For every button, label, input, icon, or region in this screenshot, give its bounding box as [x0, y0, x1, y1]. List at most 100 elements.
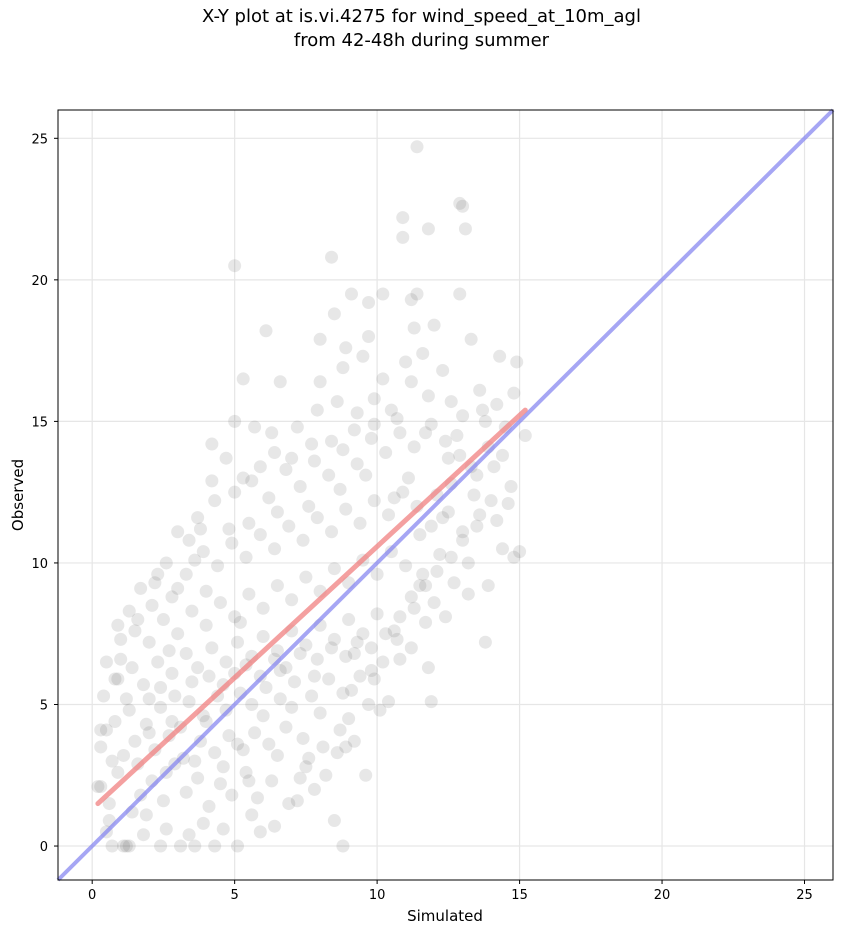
regression-line	[95, 407, 528, 807]
data-point	[99, 723, 113, 737]
data-point	[122, 703, 136, 717]
data-point	[458, 222, 472, 236]
data-point	[256, 630, 270, 644]
y-tick-label: 15	[31, 415, 48, 430]
data-point	[433, 547, 447, 561]
data-point	[387, 624, 401, 638]
data-point	[379, 446, 393, 460]
data-point	[273, 692, 287, 706]
data-point	[490, 513, 504, 527]
data-point	[122, 839, 136, 853]
data-point	[353, 516, 367, 530]
data-point	[424, 417, 438, 431]
data-point	[285, 700, 299, 714]
x-tick-label: 10	[369, 888, 386, 903]
data-point	[481, 579, 495, 593]
data-point	[228, 414, 242, 428]
data-point	[447, 576, 461, 590]
data-point	[285, 593, 299, 607]
identity-line	[56, 108, 835, 882]
data-point	[268, 446, 282, 460]
data-point	[242, 587, 256, 601]
chart-title-line-1: X-Y plot at is.vi.4275 for wind_speed_at…	[202, 6, 641, 27]
data-point	[202, 799, 216, 813]
data-points	[91, 140, 532, 853]
data-point	[327, 562, 341, 576]
data-point	[165, 666, 179, 680]
data-point	[216, 760, 230, 774]
x-axis-ticks: 0 5 10 15 20 25	[88, 880, 813, 903]
data-point	[111, 618, 125, 632]
data-point	[134, 581, 148, 595]
data-point	[441, 505, 455, 519]
data-point	[108, 672, 122, 686]
data-point	[393, 610, 407, 624]
data-point	[119, 839, 133, 853]
data-point	[396, 485, 410, 499]
grid-lines	[58, 110, 833, 880]
data-point	[436, 511, 450, 525]
data-point	[313, 375, 327, 389]
data-point	[233, 615, 247, 629]
x-tick-label: 0	[88, 888, 96, 903]
data-point	[202, 669, 216, 683]
x-axis-label: Simulated	[407, 907, 483, 925]
data-point	[333, 723, 347, 737]
data-point	[430, 564, 444, 578]
data-point	[413, 528, 427, 542]
data-point	[128, 624, 142, 638]
data-point	[228, 485, 242, 499]
data-point	[154, 839, 168, 853]
data-point	[231, 635, 245, 649]
data-point	[476, 403, 490, 417]
data-point	[325, 434, 339, 448]
data-point	[188, 553, 202, 567]
data-point	[250, 791, 264, 805]
data-point	[364, 431, 378, 445]
data-point	[122, 604, 136, 618]
data-point	[193, 522, 207, 536]
data-point	[404, 641, 418, 655]
data-point	[171, 525, 185, 539]
data-point	[162, 644, 176, 658]
data-point	[419, 579, 433, 593]
data-point	[259, 681, 273, 694]
data-point	[196, 816, 210, 830]
data-point	[313, 706, 327, 720]
data-point	[299, 638, 313, 652]
data-point	[108, 714, 122, 728]
data-point	[347, 647, 361, 661]
data-point	[396, 211, 410, 225]
data-point	[245, 697, 259, 711]
data-point	[305, 437, 319, 451]
data-point	[213, 596, 227, 610]
data-point	[307, 782, 321, 796]
data-point	[265, 774, 279, 788]
data-point	[350, 406, 364, 420]
data-point	[387, 491, 401, 505]
data-point	[94, 723, 108, 737]
data-point	[290, 420, 304, 434]
data-point	[94, 740, 108, 754]
data-point	[279, 463, 293, 477]
data-point	[128, 734, 142, 748]
data-point	[171, 581, 185, 595]
data-point	[245, 808, 259, 822]
data-point	[305, 689, 319, 703]
data-point	[456, 533, 470, 547]
data-point	[182, 533, 196, 547]
y-tick-label: 20	[31, 274, 48, 289]
data-point	[396, 230, 410, 244]
data-point	[205, 641, 219, 655]
data-point	[384, 403, 398, 417]
data-point	[99, 655, 113, 669]
data-point	[199, 584, 213, 598]
data-point	[456, 199, 470, 213]
data-point	[336, 443, 350, 457]
data-point	[273, 664, 287, 678]
data-point	[293, 480, 307, 494]
data-point	[211, 559, 225, 573]
data-point	[310, 511, 324, 525]
data-point	[336, 839, 350, 853]
data-point	[404, 293, 418, 307]
